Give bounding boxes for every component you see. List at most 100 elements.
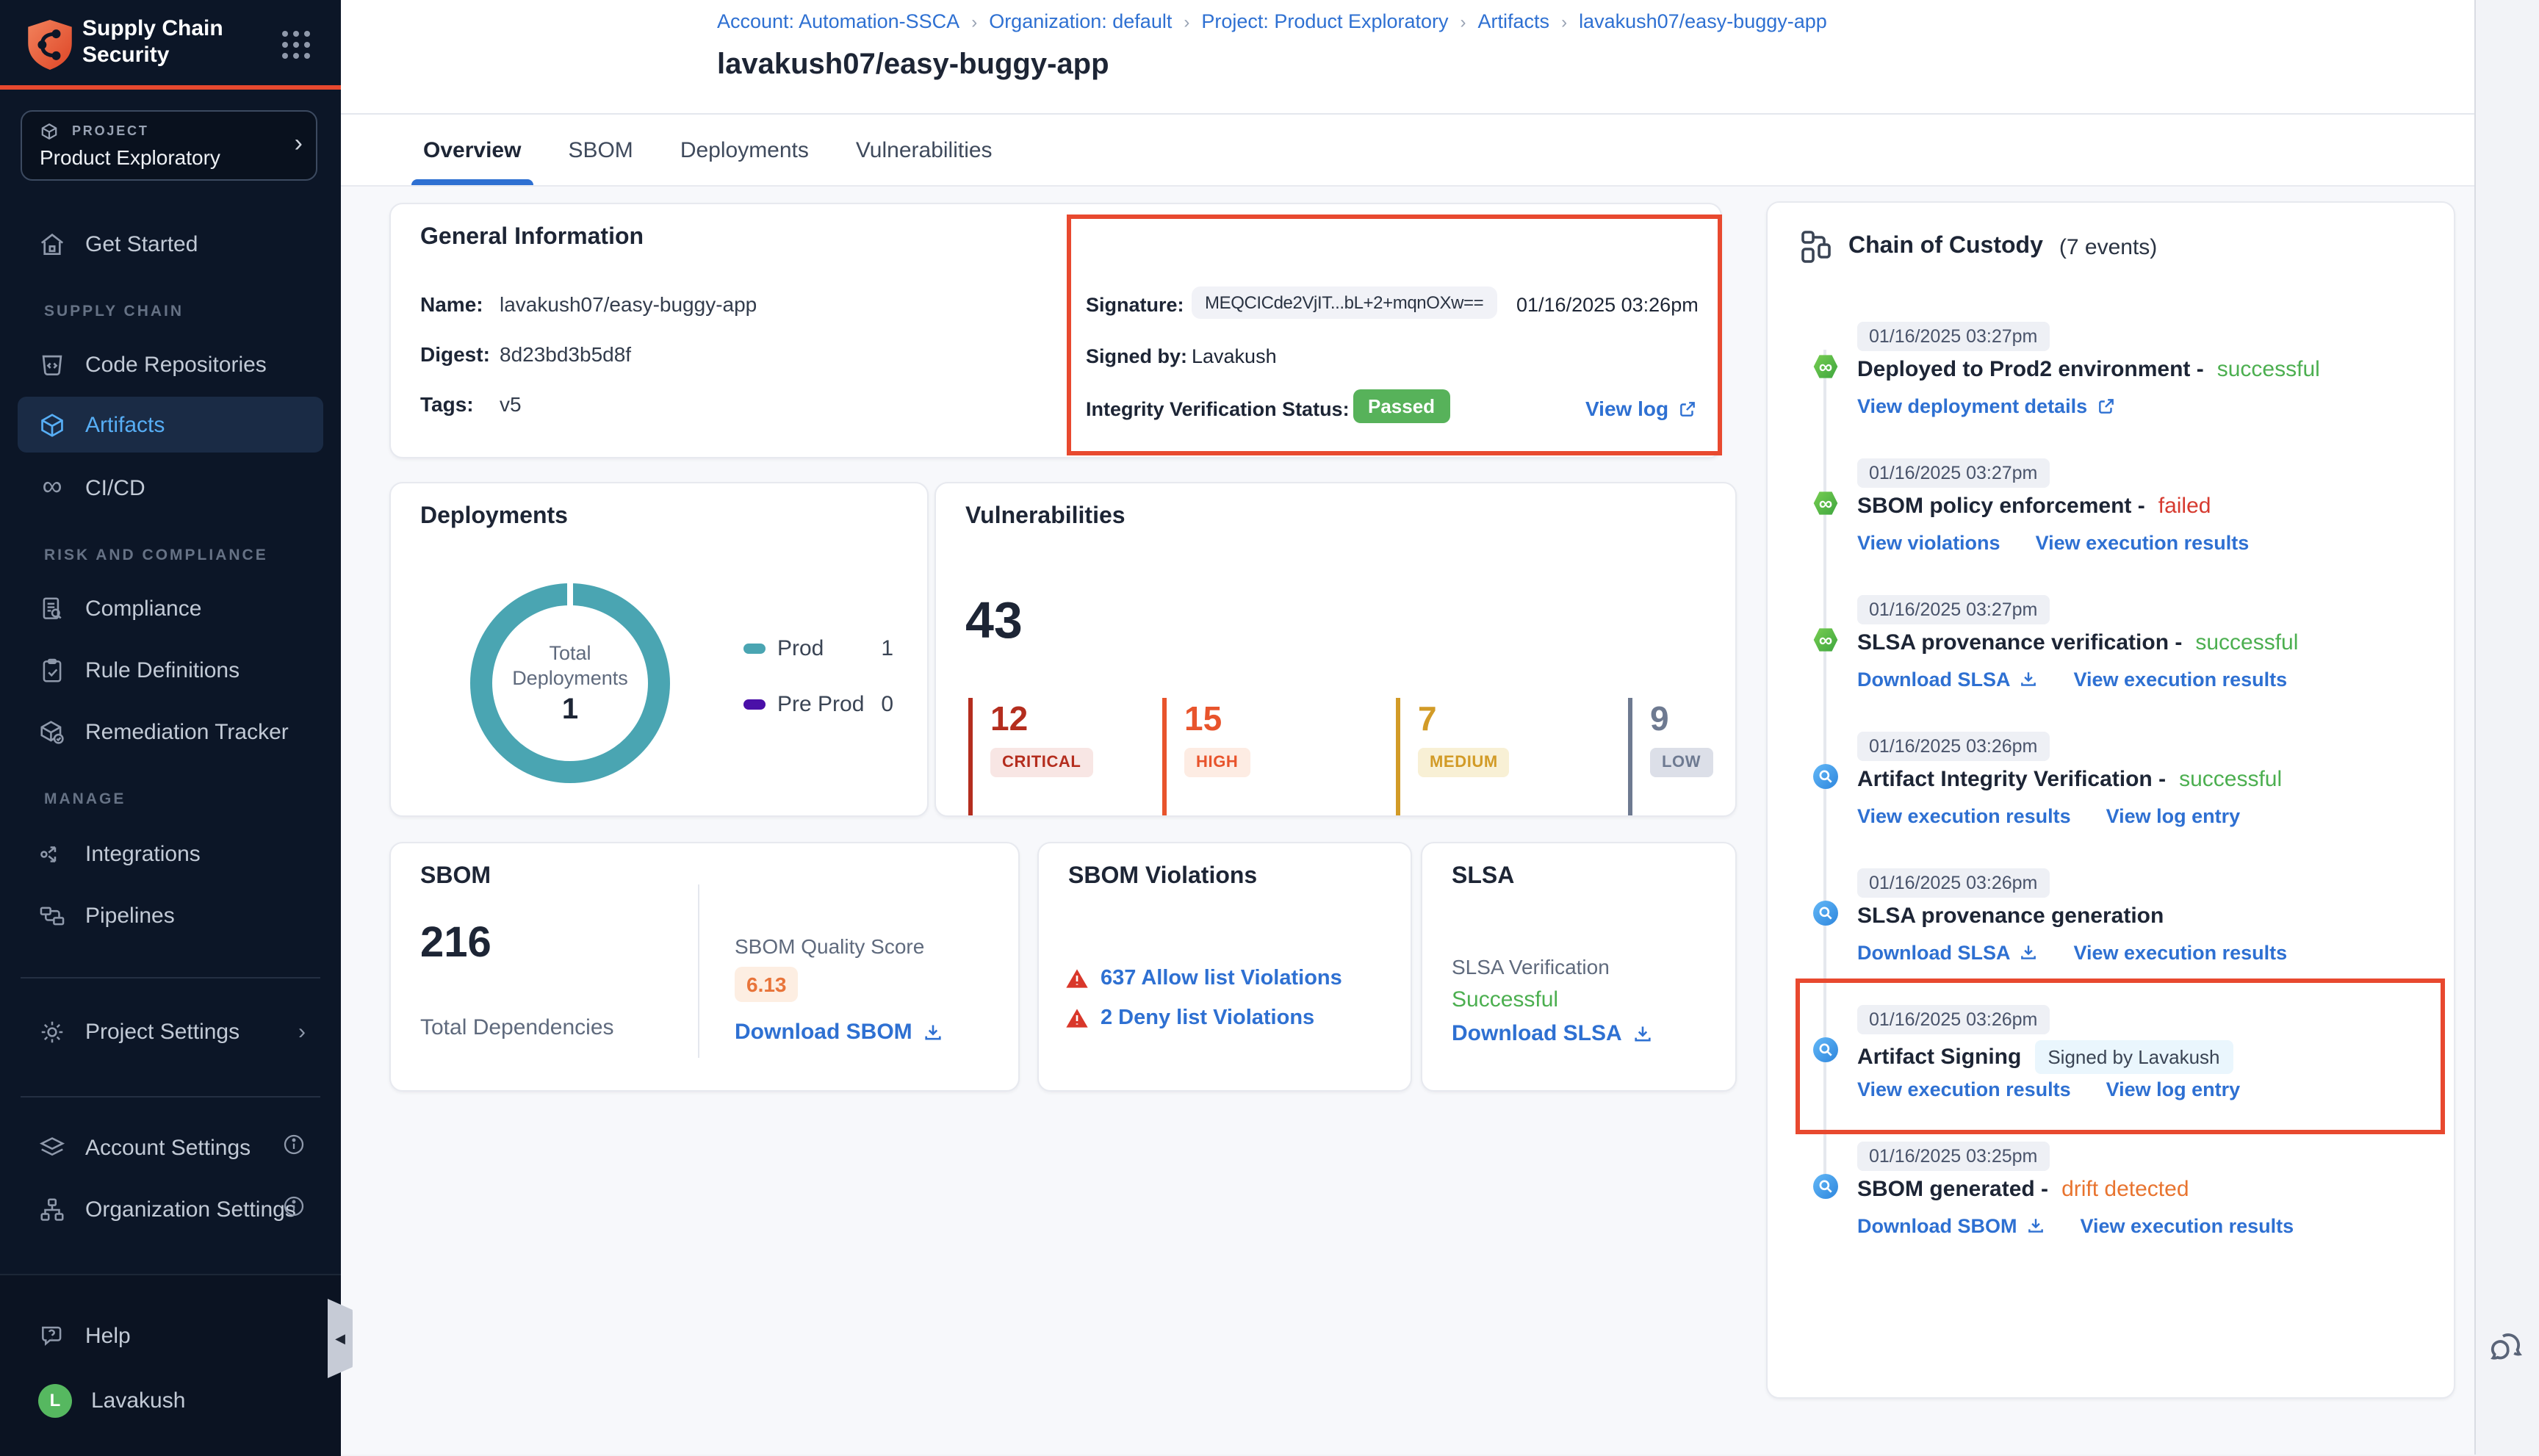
- sidebar-item-remediation-tracker[interactable]: Remediation Tracker: [18, 707, 323, 757]
- project-selector[interactable]: PROJECT Product Exploratory ›: [21, 110, 317, 181]
- chain-of-custody-icon: [1801, 231, 1831, 263]
- event-link[interactable]: Download SBOM: [1857, 1215, 2045, 1237]
- event-link-label: View execution results: [2035, 532, 2250, 554]
- sidebar-item-cicd[interactable]: ∞ CI/CD: [18, 463, 323, 513]
- event-link[interactable]: View log entry: [2106, 805, 2241, 827]
- chain-of-custody-card: Chain of Custody (7 events) 01/16/2025 0…: [1766, 201, 2455, 1399]
- event-link[interactable]: View violations: [1857, 532, 2000, 554]
- sidebar-item-account-settings[interactable]: Account Settings: [18, 1122, 323, 1172]
- sidebar-item-rule-definitions[interactable]: Rule Definitions: [18, 645, 323, 695]
- info-icon[interactable]: [282, 1133, 306, 1162]
- event-title: Artifact Integrity Verification -: [1857, 767, 2167, 792]
- breadcrumb-link[interactable]: Account: Automation-SSCA: [717, 10, 960, 32]
- tab-vulnerabilities[interactable]: Vulnerabilities: [855, 137, 993, 162]
- event-link-label: View execution results: [1857, 1078, 2071, 1100]
- download-sbom-link[interactable]: Download SBOM: [735, 1020, 943, 1045]
- sidebar-item-integrations[interactable]: Integrations: [18, 829, 323, 879]
- tab-overview[interactable]: Overview: [411, 115, 533, 185]
- card-title: SBOM Violations: [1068, 864, 1258, 889]
- signed-by-label: Signed by:: [1086, 345, 1188, 367]
- event-link[interactable]: View execution results: [2036, 532, 2250, 554]
- event-timestamp: 01/16/2025 03:26pm: [1857, 868, 2050, 898]
- sidebar-collapse-handle[interactable]: ◀: [328, 1299, 353, 1378]
- brand-shield-logo-icon: [25, 18, 75, 79]
- download-sbom-label: Download SBOM: [735, 1020, 912, 1045]
- event-status: successful: [2216, 357, 2320, 382]
- sidebar-user-menu[interactable]: L Lavakush: [18, 1375, 323, 1425]
- sidebar-divider: [21, 1096, 320, 1098]
- event-link[interactable]: View execution results: [2074, 942, 2288, 964]
- warning-triangle-icon: [1066, 969, 1088, 988]
- violation-link[interactable]: 2 Deny list Violations: [1101, 1006, 1315, 1030]
- layers-icon: [38, 1134, 66, 1161]
- breadcrumb-link[interactable]: Organization: default: [989, 10, 1173, 32]
- sidebar-item-label: Project Settings: [85, 1019, 240, 1044]
- signed-by-badge: Signed by Lavakush: [2034, 1040, 2233, 1074]
- donut-center-label: Deployments: [512, 666, 628, 688]
- event-link[interactable]: View execution results: [2074, 668, 2288, 691]
- download-slsa-link[interactable]: Download SLSA: [1452, 1021, 1653, 1046]
- scan-event-icon: [1813, 1174, 1838, 1199]
- sbom-quality-label: SBOM Quality Score: [735, 934, 925, 958]
- support-chat-icon[interactable]: [2486, 1327, 2527, 1375]
- event-title: SBOM generated -: [1857, 1177, 2049, 1202]
- sidebar-item-organization-settings[interactable]: Organization Settings: [18, 1184, 323, 1234]
- help-chat-icon: [38, 1322, 66, 1349]
- sidebar-item-compliance[interactable]: Compliance: [18, 583, 323, 633]
- app-grid-icon[interactable]: [281, 29, 311, 68]
- slsa-card: SLSA SLSA Verification Successful Downlo…: [1421, 842, 1737, 1092]
- pipelines-icon: [38, 901, 66, 929]
- signature-value[interactable]: MEQCICde2VjIT...bL+2+mqnOXw==: [1192, 286, 1497, 319]
- sidebar-item-help[interactable]: Help: [18, 1311, 323, 1361]
- breadcrumb-link[interactable]: Project: Product Exploratory: [1201, 10, 1449, 32]
- magnifier-glyph: [1819, 907, 1832, 920]
- sidebar-item-artifacts[interactable]: Artifacts: [18, 397, 323, 453]
- warning-triangle-icon: [1066, 1009, 1088, 1028]
- severity-badge: HIGH: [1184, 748, 1250, 777]
- tab-deployments[interactable]: Deployments: [680, 137, 809, 162]
- event-title-row: SLSA provenance verification - successful: [1857, 630, 2298, 655]
- sidebar-bottom-section: Help L Lavakush: [0, 1274, 341, 1456]
- download-slsa-label: Download SLSA: [1452, 1021, 1622, 1046]
- sidebar-item-project-settings[interactable]: Project Settings ›: [18, 1006, 323, 1056]
- legend-item: Prod 1: [743, 636, 893, 661]
- vertical-divider: [698, 884, 699, 1058]
- cicd-event-icon: ∞: [1813, 628, 1838, 652]
- legend-item: Pre Prod 0: [743, 692, 893, 717]
- event-link[interactable]: View log entry: [2106, 1078, 2241, 1100]
- event-title: Artifact Signing: [1857, 1045, 2022, 1070]
- sidebar-item-pipelines[interactable]: Pipelines: [18, 890, 323, 940]
- sidebar-item-get-started[interactable]: Get Started: [18, 219, 323, 269]
- breadcrumb-link[interactable]: Artifacts: [1477, 10, 1550, 32]
- brand-accent-line: [0, 85, 341, 90]
- project-selector-label: PROJECT: [72, 123, 149, 138]
- breadcrumb-link[interactable]: lavakush07/easy-buggy-app: [1579, 10, 1827, 32]
- violation-row: 2 Deny list Violations: [1065, 1006, 1314, 1030]
- event-link[interactable]: View execution results: [2081, 1215, 2294, 1237]
- event-link[interactable]: Download SLSA: [1857, 668, 2039, 691]
- breadcrumb-separator-icon: ›: [1561, 11, 1568, 32]
- event-link-label: Download SLSA: [1857, 668, 2011, 691]
- event-link[interactable]: View deployment details: [1857, 395, 2115, 417]
- info-icon[interactable]: [282, 1194, 306, 1224]
- general-info-row: Digest: 8d23bd3b5d8f: [420, 342, 757, 366]
- sidebar-item-code-repositories[interactable]: Code Repositories: [18, 339, 323, 389]
- card-title: SBOM: [420, 864, 491, 889]
- home-icon: [38, 230, 66, 258]
- signature-timestamp: 01/16/2025 03:26pm: [1516, 294, 1699, 316]
- legend-swatch-icon: [743, 644, 766, 654]
- cicd-event-icon: ∞: [1813, 355, 1838, 378]
- chain-of-custody-count: (7 events): [2059, 234, 2158, 259]
- event-link[interactable]: Download SLSA: [1857, 942, 2039, 964]
- view-log-link[interactable]: View log: [1585, 397, 1696, 420]
- event-links: View violations View execution results: [1857, 532, 2249, 554]
- event-link-label: View execution results: [2080, 1215, 2294, 1237]
- sidebar-item-label: Pipelines: [85, 903, 175, 928]
- severity-badge: MEDIUM: [1418, 748, 1510, 777]
- main-header: Account: Automation-SSCA › Organization: d…: [341, 0, 2474, 185]
- violation-link[interactable]: 637 Allow list Violations: [1101, 967, 1342, 990]
- event-link[interactable]: View execution results: [1857, 1078, 2071, 1100]
- event-link-label: View execution results: [2073, 942, 2288, 964]
- event-link[interactable]: View execution results: [1857, 805, 2071, 827]
- tab-sbom[interactable]: SBOM: [568, 137, 633, 162]
